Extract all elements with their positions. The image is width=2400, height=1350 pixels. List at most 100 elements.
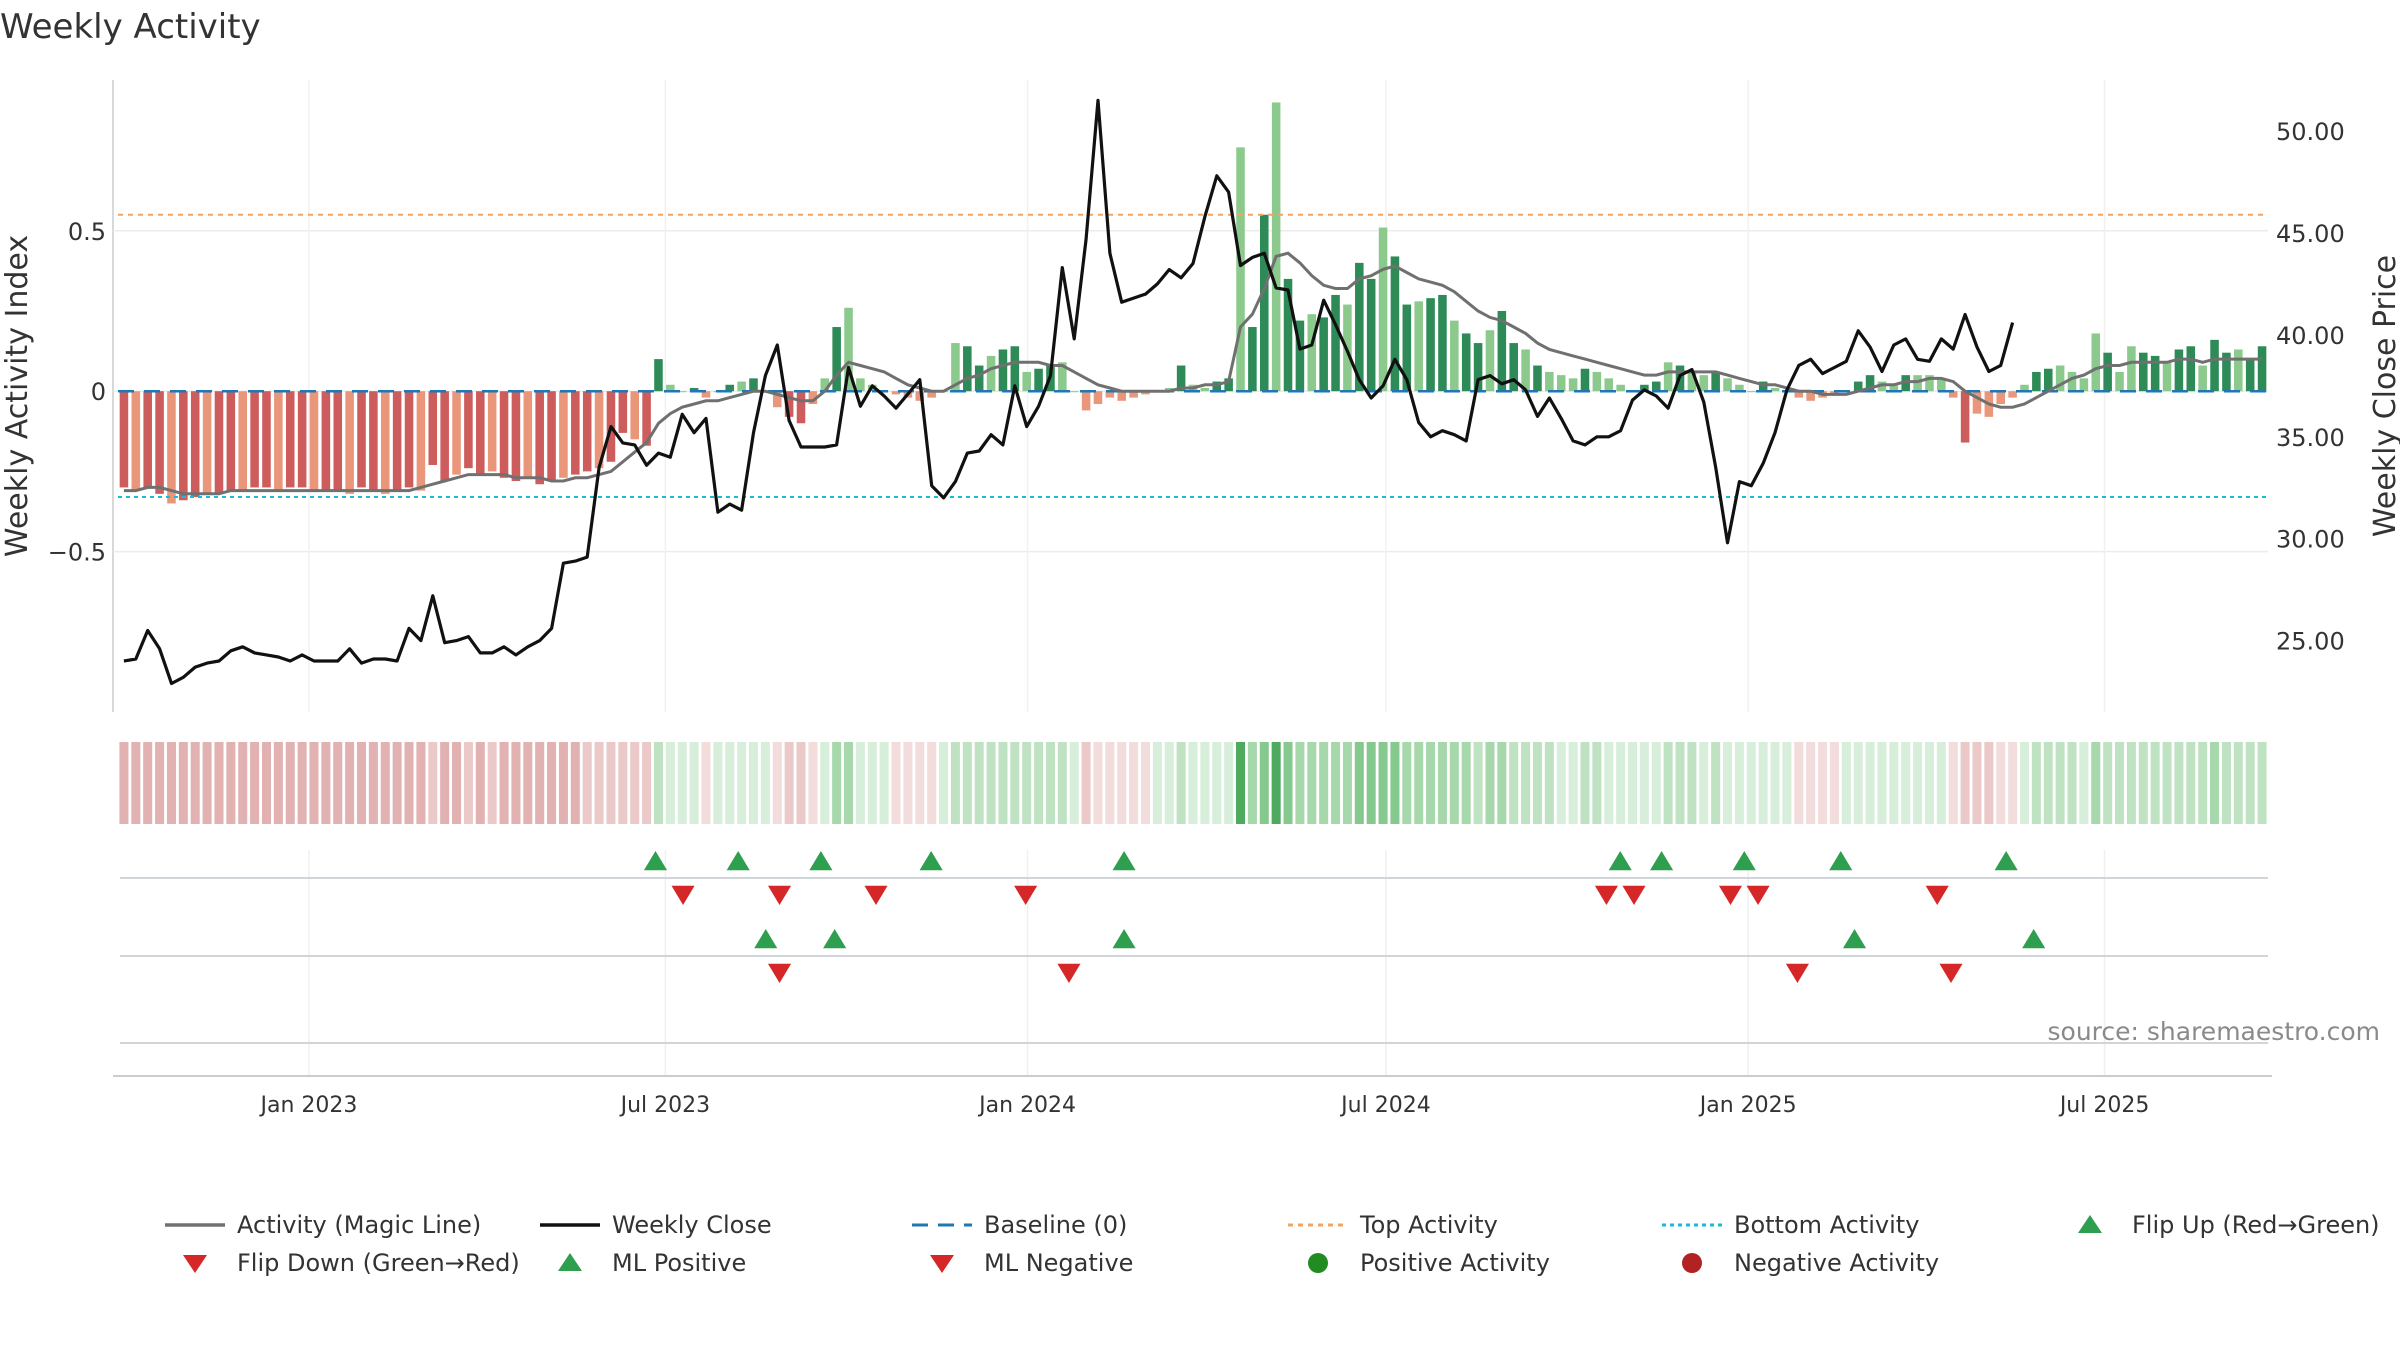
- flip-up-marker: [809, 851, 833, 871]
- activity-bar: [1592, 371, 1602, 392]
- heat-cell: [1176, 742, 1186, 824]
- activity-bar: [642, 391, 651, 446]
- heat-cell: [1901, 742, 1911, 824]
- activity-bar: [1925, 375, 1934, 392]
- heat-cell: [642, 742, 652, 824]
- activity-bar: [119, 391, 129, 488]
- activity-bar: [487, 391, 497, 472]
- legend-swatch-triangle-up: [2078, 1215, 2102, 1233]
- heat-cell: [1532, 742, 1542, 824]
- activity-bar: [143, 391, 152, 488]
- heat-cell: [1770, 742, 1780, 824]
- heat-cell: [1449, 742, 1459, 824]
- activity-bar: [963, 346, 972, 392]
- left-tick-label: 0: [91, 378, 106, 406]
- flip-up-marker: [726, 851, 750, 871]
- heat-cell: [1841, 742, 1851, 824]
- heat-cell: [238, 742, 248, 824]
- heat-cell: [131, 742, 141, 824]
- heat-cell: [808, 742, 818, 824]
- activity-bar: [1711, 371, 1720, 392]
- heat-cell: [1366, 742, 1376, 824]
- heat-cell: [226, 742, 236, 824]
- heat-cell: [1461, 742, 1471, 824]
- heat-cell: [2055, 742, 2065, 824]
- activity-bar: [737, 381, 746, 392]
- heat-cell: [2162, 742, 2172, 824]
- activity-bar: [464, 391, 473, 469]
- legend-label: Top Activity: [1359, 1211, 1498, 1239]
- legend-label: Flip Up (Red→Green): [2132, 1211, 2380, 1239]
- heat-cell: [1913, 742, 1923, 824]
- heat-cell: [998, 742, 1008, 824]
- right-tick-label: 45.00: [2276, 220, 2345, 248]
- heat-cell: [630, 742, 640, 824]
- heat-cell: [1556, 742, 1566, 824]
- heat-cell: [1984, 742, 1994, 824]
- heat-cell: [2043, 742, 2053, 824]
- activity-bar: [274, 391, 283, 491]
- activity-bar: [1081, 391, 1091, 411]
- activity-bar: [1248, 327, 1257, 392]
- flip-up-marker: [643, 851, 668, 871]
- heat-cell: [2079, 742, 2089, 824]
- heat-cell: [701, 742, 711, 824]
- heat-cell: [974, 742, 984, 824]
- activity-bar: [1913, 375, 1922, 392]
- heat-cell: [1627, 742, 1638, 824]
- activity-bar: [226, 391, 236, 491]
- activity-bar: [190, 391, 200, 498]
- heat-cell: [796, 742, 806, 824]
- heat-cell: [1295, 742, 1305, 824]
- heat-cell: [1924, 742, 1934, 824]
- heat-cell: [2138, 742, 2148, 824]
- heat-cell: [2150, 742, 2160, 824]
- activity-bar: [927, 391, 936, 398]
- activity-bar: [1687, 371, 1697, 392]
- heat-cell: [1580, 742, 1590, 824]
- heat-cell: [2019, 742, 2030, 824]
- activity-bar: [333, 391, 343, 491]
- legend-label: Flip Down (Green→Red): [237, 1249, 520, 1277]
- heat-cell: [440, 742, 450, 824]
- legend: Activity (Magic Line) Weekly Close Baselin…: [165, 1211, 2380, 1277]
- heat-cell: [297, 742, 307, 824]
- activity-bar: [309, 391, 319, 491]
- heat-cell: [1057, 742, 1067, 824]
- activity-bar: [179, 391, 188, 501]
- heat-cell: [155, 742, 165, 824]
- activity-bar: [1366, 278, 1376, 392]
- activity-bar: [404, 391, 414, 488]
- heat-cell: [1354, 742, 1364, 824]
- activity-bar: [321, 391, 331, 491]
- heat-cell: [499, 742, 509, 824]
- ml-negative-marker: [1939, 963, 1963, 983]
- flip-down-marker: [1014, 885, 1038, 905]
- heat-cell: [1117, 742, 1127, 824]
- right-tick-label: 30.00: [2276, 526, 2345, 554]
- activity-bars: [119, 102, 2267, 504]
- heat-cell: [748, 742, 759, 824]
- heat-cell: [356, 742, 367, 824]
- activity-bar: [1438, 294, 1447, 392]
- heat-cell: [1200, 742, 1210, 824]
- heat-cell: [1604, 742, 1614, 824]
- activity-bar: [131, 391, 141, 491]
- heat-cell: [820, 742, 830, 824]
- flip-up-marker: [919, 851, 943, 871]
- right-axis-label: Weekly Close Price: [2368, 255, 2400, 537]
- heat-cell: [2174, 742, 2184, 824]
- heat-cell: [1639, 742, 1649, 824]
- right-tick-label: 40.00: [2276, 322, 2345, 350]
- weekly-close-series: [123, 98, 2015, 686]
- activity-bar: [1390, 256, 1400, 392]
- heat-cell: [867, 742, 877, 824]
- heat-cell: [1806, 742, 1816, 824]
- activity-bar: [1545, 371, 1554, 392]
- heat-cell: [452, 742, 462, 824]
- activity-bar: [1972, 391, 1982, 414]
- activity-bar: [357, 391, 366, 488]
- heat-cell: [1746, 742, 1756, 824]
- flip-up-marker: [1112, 851, 1136, 871]
